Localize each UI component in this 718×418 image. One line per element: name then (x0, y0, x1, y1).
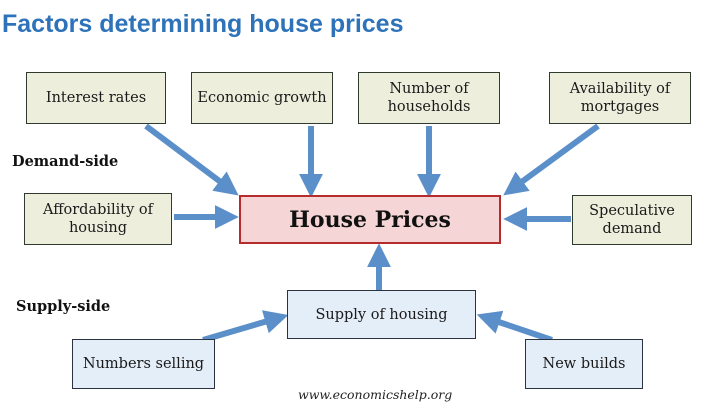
interest-rates-box: Interest rates (26, 72, 166, 124)
economic-growth-box: Economic growth (191, 72, 333, 124)
new-builds-box: New builds (525, 339, 643, 389)
source-credit: www.economicshelp.org (298, 387, 453, 402)
affordability-of-housing-box: Affordability of housing (24, 193, 172, 245)
demand-side-label: Demand-side (12, 153, 119, 170)
arrow-interest-rates (144, 123, 239, 196)
supply-of-housing-box: Supply of housing (287, 290, 476, 339)
page-title: Factors determining house prices (2, 10, 404, 38)
number-of-households-box: Number of households (358, 72, 500, 124)
arrow-availability-of-mortgages (503, 123, 600, 196)
numbers-selling-box: Numbers selling (72, 339, 215, 389)
arrow-new-builds (476, 310, 553, 343)
arrow-numbers-selling (202, 310, 289, 343)
speculative-demand-box: Speculative demand (572, 195, 692, 245)
availability-of-mortgages-box: Availability of mortgages (549, 72, 691, 124)
house-prices-box: House Prices (239, 195, 501, 244)
supply-side-label: Supply-side (16, 298, 111, 315)
